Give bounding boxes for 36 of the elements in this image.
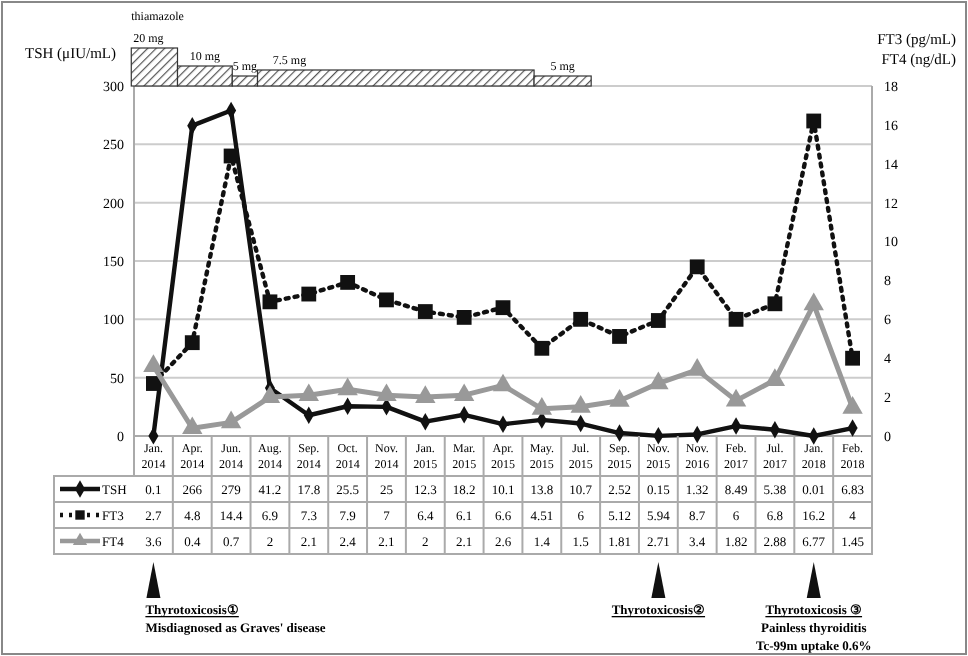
- point: [728, 311, 744, 327]
- point: [845, 350, 860, 366]
- point: [609, 389, 630, 407]
- point: [143, 354, 164, 372]
- point: [687, 358, 708, 376]
- point: [417, 304, 433, 319]
- point: [492, 373, 514, 392]
- point: [298, 383, 319, 402]
- point: [220, 410, 242, 429]
- point: [495, 300, 511, 316]
- point: [146, 376, 161, 391]
- point: [379, 292, 394, 308]
- point: [456, 309, 472, 325]
- point: [767, 296, 783, 312]
- point: [531, 397, 553, 415]
- point: [182, 416, 203, 435]
- point: [725, 388, 747, 407]
- point: [803, 292, 824, 311]
- point: [259, 385, 281, 403]
- point: [301, 286, 317, 302]
- point: [648, 371, 669, 390]
- point: [337, 377, 358, 396]
- point: [570, 395, 591, 413]
- point: [415, 385, 436, 403]
- point: [340, 274, 356, 290]
- point: [534, 340, 550, 356]
- point: [842, 396, 863, 414]
- point: [612, 329, 627, 344]
- point: [184, 335, 200, 351]
- point: [376, 383, 397, 402]
- point: [650, 313, 666, 328]
- point: [689, 259, 705, 275]
- point: [764, 368, 786, 386]
- point: [453, 383, 475, 402]
- point: [262, 294, 278, 310]
- point: [573, 311, 589, 327]
